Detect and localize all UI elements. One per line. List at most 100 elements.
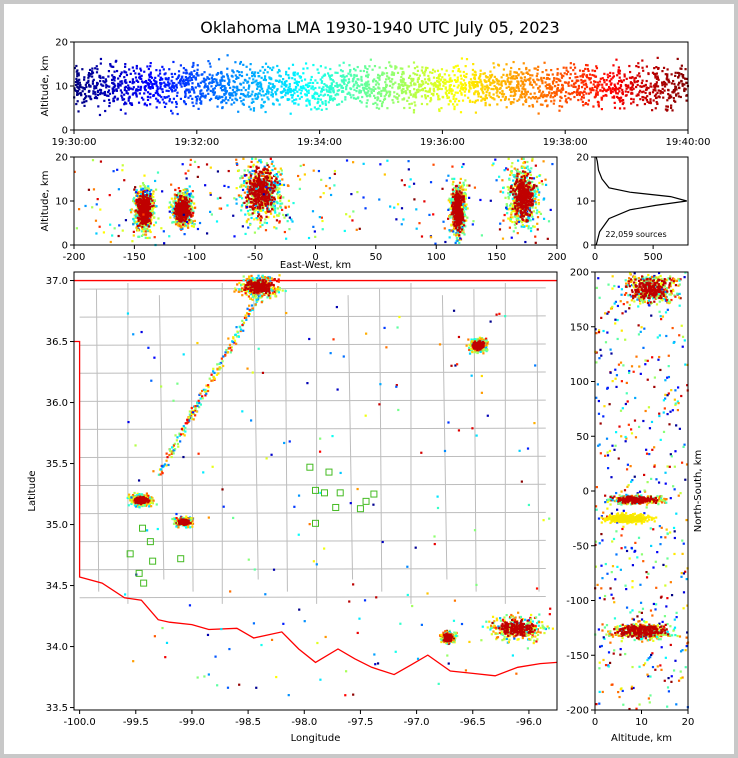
time-height-source (516, 80, 518, 82)
time-height-source (366, 71, 368, 73)
time-height-source (459, 90, 461, 92)
time-height-source (121, 92, 123, 94)
time-height-source (104, 110, 106, 112)
time-height-source (413, 93, 415, 95)
ew-source (258, 173, 260, 175)
time-height-source (172, 82, 174, 84)
time-height-source (497, 64, 499, 66)
time-height-source (422, 81, 424, 83)
time-height-source (424, 78, 426, 80)
ew-source (145, 211, 147, 213)
time-height-source (637, 66, 639, 68)
ew-source (276, 181, 278, 183)
time-height-source (203, 86, 205, 88)
ew-source (248, 197, 250, 199)
time-height-source (340, 75, 342, 77)
time-height-source (352, 80, 354, 82)
ew-source (283, 217, 285, 219)
time-height-source (518, 90, 520, 92)
time-height-source (99, 89, 101, 91)
ew-source (278, 187, 280, 189)
time-height-source (425, 97, 427, 99)
time-height-source (130, 73, 132, 75)
time-height-source (83, 79, 85, 81)
time-height-source (637, 94, 639, 96)
time-height-source (431, 83, 433, 85)
time-height-source (231, 75, 233, 77)
time-height-source (100, 58, 102, 60)
time-height-source (665, 73, 667, 75)
ew-source (279, 197, 281, 199)
time-height-source (367, 90, 369, 92)
time-height-source (671, 82, 673, 84)
ew-source (271, 177, 273, 179)
time-height-source (246, 74, 248, 76)
time-height-source (93, 87, 95, 89)
time-height-source (123, 76, 125, 78)
time-height-source (534, 97, 536, 99)
time-height-source (552, 82, 554, 84)
ew-source (271, 196, 273, 198)
time-height-source (187, 81, 189, 83)
time-height-source (147, 99, 149, 101)
time-height-source (315, 92, 317, 94)
time-height-source (180, 98, 182, 100)
time-height-source (597, 91, 599, 93)
time-height-source (594, 70, 596, 72)
ew-source (264, 218, 266, 220)
time-height-source (76, 80, 78, 82)
time-height-source (509, 88, 511, 90)
ew-source (172, 200, 174, 202)
ew-source (141, 230, 143, 232)
time-height-point (636, 81, 638, 83)
time-height-source (160, 85, 162, 87)
time-height-source (612, 72, 614, 74)
time-height-source (545, 69, 547, 71)
time-height-source (127, 87, 129, 89)
time-height-source (584, 88, 586, 90)
ew-source (264, 222, 266, 224)
time-height-source (317, 68, 319, 70)
time-height-source (639, 98, 641, 100)
time-height-source (392, 102, 394, 104)
ew-source (187, 227, 189, 229)
time-height-source (654, 73, 656, 75)
time-height-source (630, 82, 632, 84)
ew-source (246, 204, 248, 206)
time-height-source (668, 95, 670, 97)
time-height-source (666, 76, 668, 78)
time-height-source (287, 89, 289, 91)
time-height-source (428, 79, 430, 81)
time-height-source (553, 77, 555, 79)
time-height-source (644, 92, 646, 94)
time-height-source (593, 83, 595, 85)
time-height-source (318, 87, 320, 89)
time-height-source (203, 71, 205, 73)
time-height-source (149, 96, 151, 98)
ew-source (152, 190, 154, 192)
ew-source (130, 211, 132, 213)
time-height-source (372, 80, 374, 82)
time-height-source (363, 89, 365, 91)
time-height-source (457, 76, 459, 78)
time-height-source (608, 86, 610, 88)
time-height-source (207, 93, 209, 95)
time-height-source (305, 100, 307, 102)
time-height-source (221, 72, 223, 74)
time-height-source (153, 94, 155, 96)
ew-source (271, 182, 273, 184)
time-height-source (568, 85, 570, 87)
time-height-source (302, 72, 304, 74)
time-height-source (617, 92, 619, 94)
time-height-source (527, 73, 529, 75)
time-height-source (85, 95, 87, 97)
time-height-source (355, 90, 357, 92)
ew-source (179, 190, 181, 192)
time-height-source (257, 85, 259, 87)
time-height-source (81, 68, 83, 70)
time-height-source (119, 83, 121, 85)
time-height-source (633, 98, 635, 100)
time-height-source (128, 100, 130, 102)
time-height-source (283, 84, 285, 86)
time-height-source (494, 76, 496, 78)
